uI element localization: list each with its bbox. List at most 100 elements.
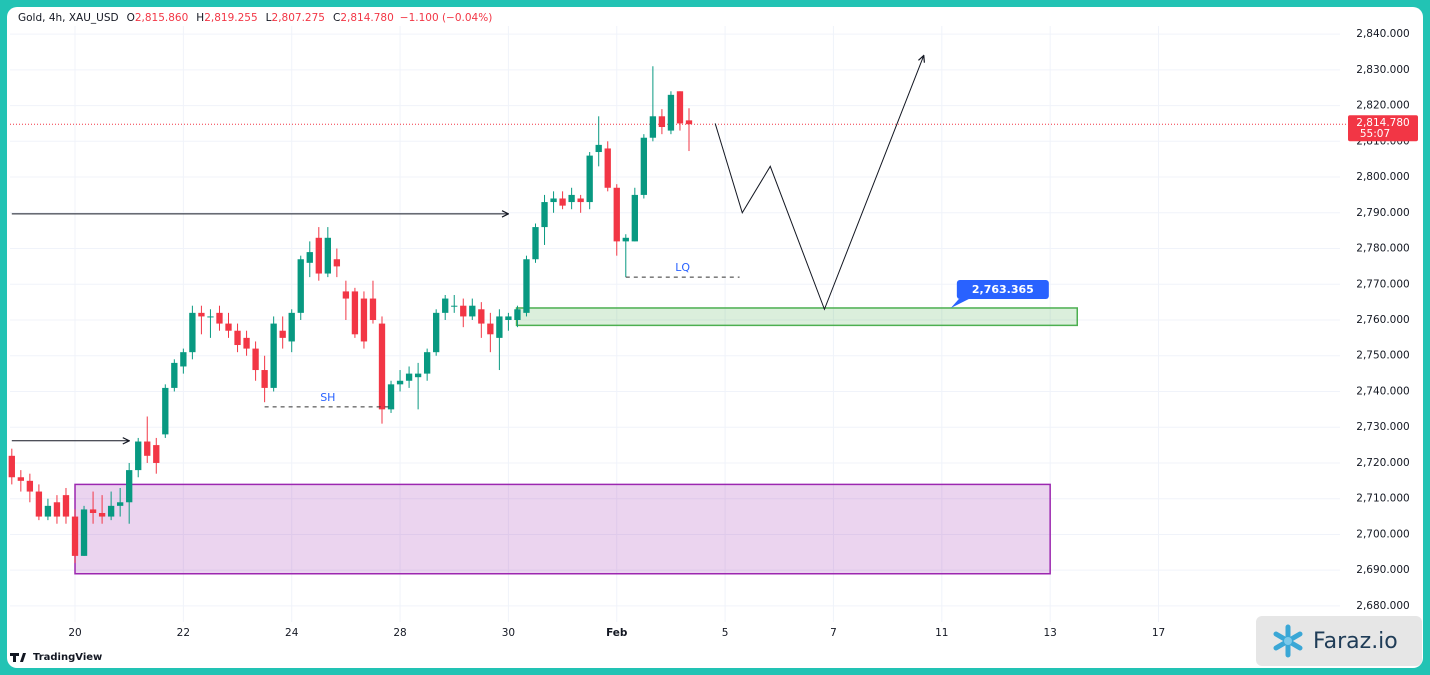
candle-body: [631, 194, 638, 242]
candle-body: [396, 380, 404, 385]
candle-body: [577, 198, 584, 203]
header: Gold, 4h, XAU_USD O2,815.860 H2,819.255 L2,…: [18, 12, 492, 24]
candle-body: [306, 252, 313, 263]
y-tick-label: 2,680.000: [1356, 600, 1409, 612]
candle-body: [523, 259, 530, 313]
candle-body: [225, 323, 232, 331]
arrow: [714, 56, 924, 311]
candle-body: [17, 477, 24, 481]
x-tick-label: 17: [1152, 627, 1165, 639]
candle-body: [360, 298, 368, 342]
candle-body: [198, 312, 205, 317]
candle-body: [550, 198, 557, 203]
candle-body: [387, 384, 395, 410]
candle-body: [144, 441, 151, 456]
candle-body: [541, 202, 548, 228]
candle-body: [378, 323, 386, 410]
candle-body: [622, 237, 629, 242]
candle-body: [252, 348, 259, 371]
candle-body: [288, 312, 295, 342]
y-tick-label: 2,830.000: [1356, 64, 1409, 76]
callout-box: [956, 279, 1049, 299]
candle-body: [71, 516, 79, 556]
candle-body: [324, 237, 331, 274]
candle-body: [676, 91, 684, 124]
candle-body: [98, 512, 106, 517]
candle-body: [405, 373, 413, 381]
candle-body: [135, 441, 142, 471]
zone: [515, 307, 1079, 327]
header-part: 2,819.255: [204, 12, 257, 24]
x-tick-label: 13: [1043, 627, 1056, 639]
candle-body: [315, 237, 322, 274]
panel: [7, 7, 1423, 668]
zone: [74, 483, 1051, 575]
candle-body: [216, 312, 223, 324]
candle-body: [478, 309, 485, 324]
level-label: SH: [320, 391, 335, 404]
candle-body: [26, 480, 34, 492]
candle-body: [153, 445, 160, 463]
candle-body: [171, 362, 178, 388]
candle-body: [351, 291, 359, 335]
candle-body: [505, 316, 512, 321]
candle-body: [162, 387, 169, 435]
y-tick-label: 2,820.000: [1356, 100, 1409, 112]
brand-logo: [1273, 624, 1303, 658]
candle-body: [658, 116, 666, 128]
candle-body: [342, 291, 350, 299]
candle-body: [469, 305, 476, 317]
candle-body: [451, 305, 458, 307]
y-tick-label: 2,700.000: [1356, 528, 1409, 540]
candle-body: [532, 227, 539, 260]
y-tick-label: 2,730.000: [1356, 421, 1409, 433]
candle-body: [423, 352, 431, 374]
last-price-box: [1348, 115, 1418, 142]
last-price-label: 2,814.780: [1356, 117, 1409, 129]
candle-body: [107, 505, 115, 517]
candle-body: [44, 505, 52, 517]
candle-body: [433, 312, 440, 353]
candle-body: [496, 316, 503, 338]
candle-body: [414, 373, 422, 378]
candle-body: [460, 305, 467, 317]
callout-label: 2,763.365: [972, 283, 1034, 296]
candle-body: [243, 337, 250, 349]
header-part: H: [196, 12, 204, 24]
brand-badge: [1256, 616, 1422, 666]
candle-body: [297, 259, 304, 313]
countdown: 55:07: [1360, 128, 1390, 140]
candle-body: [685, 120, 693, 125]
level-label: LQ: [675, 261, 690, 274]
candle-body: [613, 187, 620, 242]
candle-body: [189, 312, 196, 353]
header-part: C: [333, 12, 340, 24]
candle-body: [514, 309, 521, 321]
candle-body: [126, 470, 133, 503]
x-tick-label: Feb: [606, 627, 628, 639]
candle-body: [487, 323, 494, 335]
y-tick-label: 2,750.000: [1356, 350, 1409, 362]
callout-pointer: [950, 298, 969, 308]
y-tick-label: 2,770.000: [1356, 278, 1409, 290]
y-tick-label: 2,710.000: [1356, 493, 1409, 505]
x-tick-label: 11: [935, 627, 948, 639]
x-tick-label: 5: [722, 627, 729, 639]
header-part: −1.100 (−0.04%): [400, 12, 493, 24]
header-part: L: [266, 12, 272, 24]
y-tick-label: 2,740.000: [1356, 385, 1409, 397]
candle-body: [568, 194, 575, 203]
candle-body: [62, 495, 70, 517]
header-part: Gold, 4h, XAU_USD: [18, 12, 119, 24]
candle-body: [442, 298, 449, 313]
candle-body: [595, 144, 602, 153]
candle-body: [333, 259, 341, 267]
candle-body: [180, 352, 187, 367]
y-tick-label: 2,780.000: [1356, 243, 1409, 255]
candle-body: [234, 330, 241, 346]
y-tick-label: 2,800.000: [1356, 171, 1409, 183]
header-part: 2,814.780: [340, 12, 393, 24]
candle-body: [667, 94, 675, 131]
candle-body: [80, 509, 88, 556]
y-tick-label: 2,760.000: [1356, 314, 1409, 326]
